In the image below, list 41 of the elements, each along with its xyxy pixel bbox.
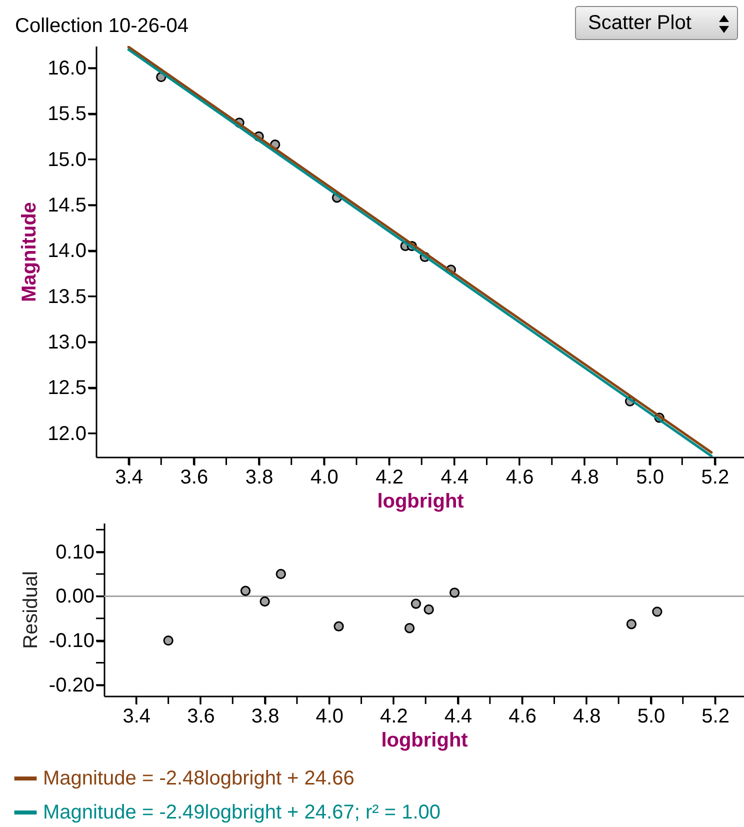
y-tick-label: 12.5 <box>48 377 86 400</box>
x-tick-label: 4.6 <box>506 466 534 488</box>
y-tick-label: -0.10 <box>48 630 94 652</box>
x-axis-title: logbright <box>381 730 468 752</box>
x-tick-label: 3.8 <box>251 706 280 728</box>
y-tick-label: 0.00 <box>56 586 94 608</box>
x-axis-title: logbright <box>377 490 464 512</box>
x-tick-label: 4.8 <box>571 466 599 488</box>
legend-label: Magnitude = -2.48logbright + 24.66 <box>43 768 354 790</box>
y-axis-title: Magnitude <box>18 202 41 302</box>
x-tick-label: 3.6 <box>180 466 208 488</box>
x-tick-label: 4.8 <box>573 706 601 728</box>
x-tick-label: 3.4 <box>115 466 143 488</box>
x-tick-label: 4.0 <box>310 466 338 488</box>
dropdown-button: Scatter Plot <box>575 6 738 40</box>
y-tick-label: -0.20 <box>48 674 94 696</box>
x-tick-label: 4.6 <box>508 706 536 728</box>
y-axis-title: Residual <box>20 571 42 649</box>
x-tick-label: 3.6 <box>187 706 215 728</box>
x-tick-label: 3.8 <box>245 466 274 488</box>
x-tick-label: 4.2 <box>376 466 404 488</box>
x-tick-label: 5.0 <box>637 706 666 728</box>
y-tick-label: 16.0 <box>48 57 86 80</box>
x-tick-label: 5.0 <box>636 466 664 488</box>
y-tick-label: 0.10 <box>56 541 94 564</box>
x-tick-label: 4.4 <box>440 466 469 488</box>
x-tick-label: 5.2 <box>701 466 730 488</box>
y-tick-label: 14.5 <box>48 194 86 216</box>
y-tick-label: 15.5 <box>48 103 86 126</box>
x-tick-label: 4.2 <box>380 706 408 728</box>
x-tick-label: 4.4 <box>444 706 472 728</box>
y-tick-label: 12.0 <box>48 422 86 445</box>
x-tick-label: 4.0 <box>316 706 344 728</box>
y-tick-label: 14.0 <box>48 240 86 262</box>
y-tick-label: 13.0 <box>48 331 86 354</box>
y-tick-label: 13.5 <box>48 286 86 308</box>
legend-label: Magnitude = -2.49logbright + 24.67; r² = 1.00 <box>43 802 440 824</box>
x-tick-label: 5.2 <box>702 706 730 728</box>
x-tick-label: 3.4 <box>122 706 151 728</box>
chart-title: Collection 10-26-04 <box>15 15 188 37</box>
y-tick-label: 15.0 <box>48 148 86 171</box>
